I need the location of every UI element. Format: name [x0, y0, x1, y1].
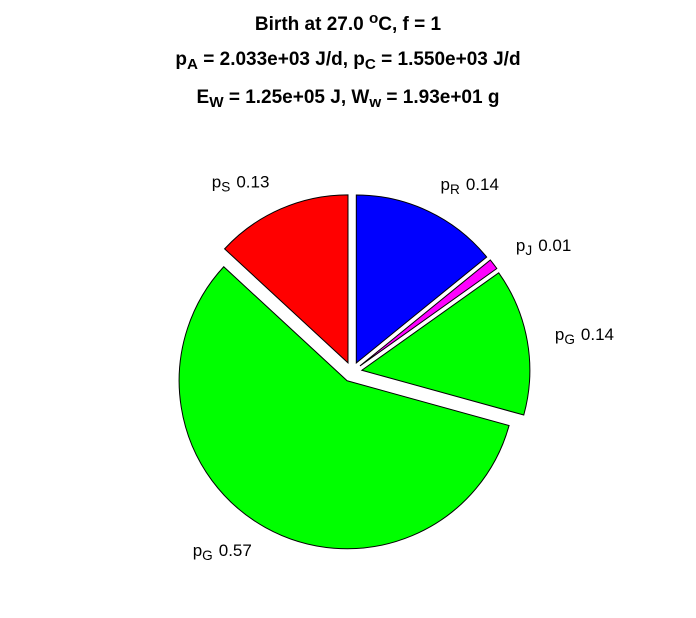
- subscript: R: [450, 182, 460, 197]
- text-part: p: [193, 541, 202, 560]
- slice-label: pR 0.14: [441, 175, 499, 197]
- subscript: w: [368, 94, 381, 111]
- subscript: C: [365, 56, 376, 73]
- chart-title: EW = 1.25e+05 J, Ww = 1.93e+01 g: [197, 87, 500, 111]
- subscript: S: [221, 180, 230, 195]
- text-part: = 1.550e+03 J/d: [376, 49, 521, 70]
- pie-slice: [359, 259, 498, 367]
- pie-slice: [360, 272, 531, 416]
- text-part: = 1.25e+05 J, W: [224, 87, 370, 108]
- text-part: p: [516, 237, 525, 256]
- slice-value: 0.14: [581, 326, 614, 345]
- chart-title: Birth at 27.0 oC, f = 1: [255, 10, 442, 35]
- superscript: o: [369, 10, 378, 27]
- subscript: J: [525, 244, 532, 259]
- subscript: G: [564, 333, 575, 348]
- slice-value: 0.01: [538, 237, 571, 256]
- slice-value: 0.14: [466, 175, 499, 194]
- slice-value: 0.13: [236, 173, 269, 192]
- chart-title: pA = 2.033e+03 J/d, pC = 1.550e+03 J/d: [175, 49, 520, 73]
- text-part: = 1.93e+01 g: [381, 87, 499, 108]
- subscript: W: [209, 94, 224, 111]
- text-part: E: [197, 87, 210, 108]
- text-part: Birth at 27.0: [255, 14, 369, 35]
- text-part: C, f = 1: [378, 14, 441, 35]
- slice-label: pG 0.14: [555, 326, 614, 348]
- slice-label: pG 0.57: [193, 541, 252, 563]
- pie-slice: [223, 194, 349, 364]
- text-part: p: [555, 326, 564, 345]
- subscript: G: [202, 548, 213, 563]
- text-part: p: [175, 49, 187, 70]
- text-part: = 2.033e+03 J/d, p: [198, 49, 365, 70]
- slice-label: pS 0.13: [212, 173, 270, 195]
- pie-slice: [178, 266, 510, 550]
- pie-slice: [355, 194, 488, 365]
- text-part: p: [441, 175, 450, 194]
- text-part: p: [212, 173, 221, 192]
- slice-value: 0.57: [219, 541, 252, 560]
- subscript: A: [187, 56, 198, 73]
- slice-label: pJ 0.01: [516, 237, 571, 259]
